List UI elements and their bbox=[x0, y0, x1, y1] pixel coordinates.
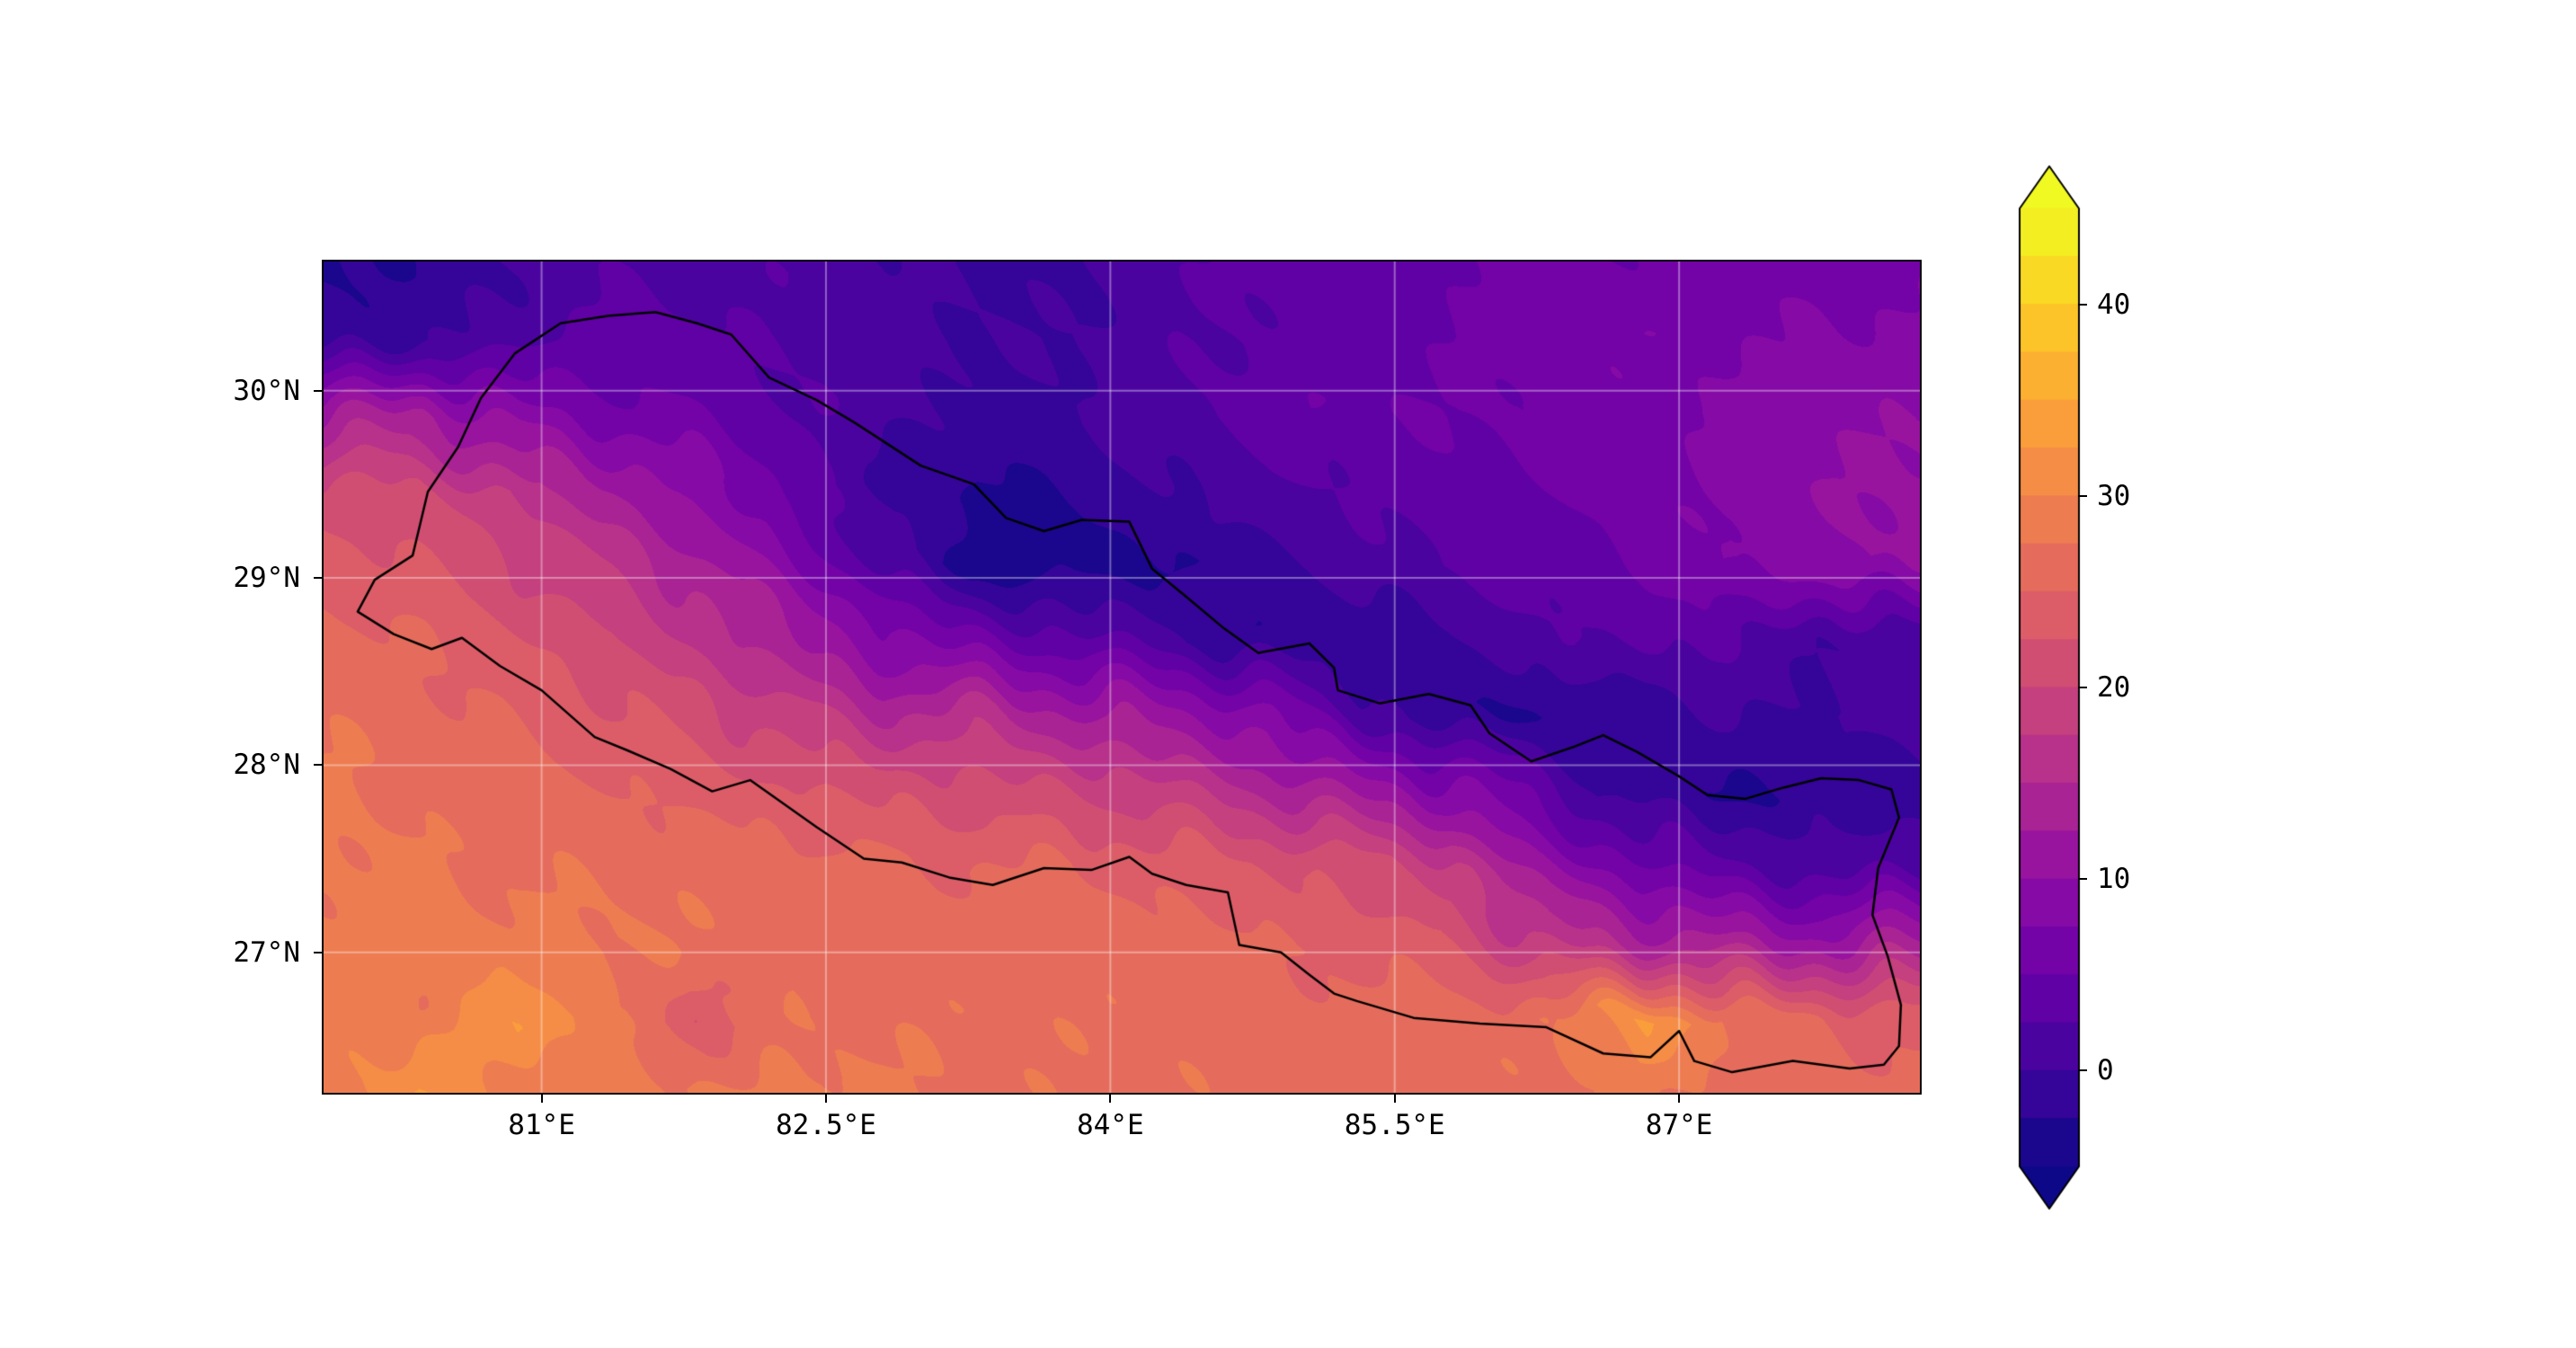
x-tick-label: 85.5°E bbox=[1344, 1109, 1445, 1141]
y-tick-label: 29°N bbox=[233, 562, 300, 595]
x-tick-mark bbox=[540, 1095, 543, 1103]
x-tick-mark bbox=[824, 1095, 827, 1103]
y-axis: 30°N 29°N 28°N 27°N bbox=[0, 262, 322, 1093]
x-tick-mark bbox=[1678, 1095, 1681, 1103]
colorbar-tick-label: 20 bbox=[2097, 671, 2131, 704]
colorbar-canvas bbox=[2018, 164, 2081, 1214]
x-tick-label: 87°E bbox=[1645, 1109, 1713, 1141]
x-tick-label: 81°E bbox=[508, 1109, 575, 1141]
y-tick-mark bbox=[314, 951, 322, 953]
y-tick-mark bbox=[314, 577, 322, 580]
y-tick-label: 30°N bbox=[233, 374, 300, 407]
x-tick-mark bbox=[1109, 1095, 1112, 1103]
temperature-heatmap-canvas bbox=[324, 262, 1920, 1093]
colorbar-tick-mark bbox=[2078, 1069, 2087, 1072]
x-tick-label: 82.5°E bbox=[775, 1109, 876, 1141]
y-tick-mark bbox=[314, 389, 322, 392]
plot-area bbox=[322, 260, 1922, 1095]
colorbar-tick-mark bbox=[2078, 494, 2087, 497]
colorbar-tick-label: 10 bbox=[2097, 863, 2131, 896]
y-tick-label: 28°N bbox=[233, 749, 300, 782]
colorbar-tick-mark bbox=[2078, 878, 2087, 881]
x-tick-mark bbox=[1393, 1095, 1396, 1103]
x-tick-label: 84°E bbox=[1077, 1109, 1144, 1141]
colorbar-tick-label: 40 bbox=[2097, 288, 2131, 321]
colorbar: 40 30 20 10 0 bbox=[2018, 164, 2234, 1214]
x-axis: 81°E 82.5°E 84°E 85.5°E 87°E bbox=[324, 1095, 1920, 1175]
colorbar-tick-mark bbox=[2078, 303, 2087, 306]
y-tick-mark bbox=[314, 764, 322, 767]
colorbar-tick-label: 0 bbox=[2097, 1054, 2114, 1087]
colorbar-tick-mark bbox=[2078, 687, 2087, 688]
y-tick-label: 27°N bbox=[233, 936, 300, 969]
colorbar-tick-label: 30 bbox=[2097, 479, 2131, 512]
